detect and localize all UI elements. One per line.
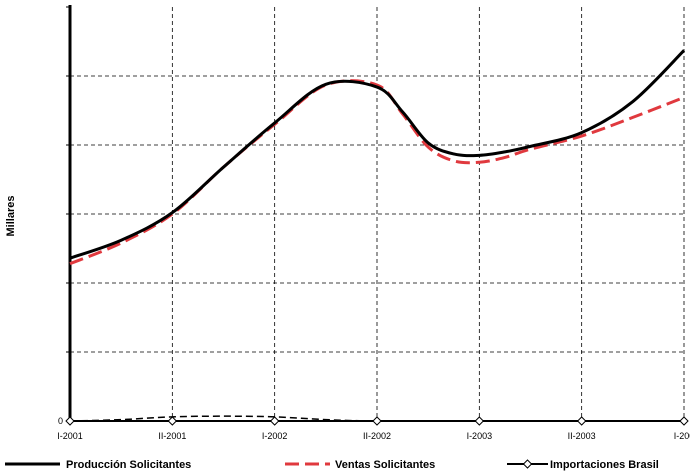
legend-item: Ventas Solicitantes <box>285 459 435 471</box>
legend-marker <box>522 459 533 469</box>
legend: Producción Solicitantes Ventas Solicitant… <box>5 459 659 471</box>
series-point <box>576 416 587 426</box>
series-producci-n-solicitantes <box>69 49 686 260</box>
series-point <box>167 416 178 426</box>
legend-item: Producción Solicitantes <box>5 459 191 471</box>
series-layer <box>65 49 689 426</box>
y-axis-ticks: 0 <box>58 6 70 426</box>
series-importaciones-brasil <box>65 416 689 426</box>
legend-item: Importaciones Brasil <box>507 459 659 471</box>
gridlines <box>70 7 685 421</box>
legend-label: Producción Solicitantes <box>66 459 191 471</box>
x-tick-label: I-2001 <box>57 431 83 441</box>
x-tick-label: I-2003 <box>467 431 493 441</box>
x-tick-label: I-2002 <box>262 431 288 441</box>
legend-label: Importaciones Brasil <box>550 459 659 471</box>
x-tick-label: I-200 <box>674 431 690 441</box>
y-axis-label: Millares <box>5 196 17 237</box>
x-tick-label: II-2001 <box>158 431 186 441</box>
series-line <box>69 49 686 260</box>
series-point <box>269 416 280 426</box>
series-point <box>474 416 485 426</box>
series-point <box>65 416 75 426</box>
x-tick-label: II-2003 <box>568 431 596 441</box>
x-tick-label: II-2002 <box>363 431 391 441</box>
x-axis-ticks: I-2001 II-2001 I-2002 II-2002 I-2003 II-2003 I… <box>57 431 690 441</box>
series-point <box>679 416 689 426</box>
y-tick-label: 0 <box>58 416 63 426</box>
series-point <box>372 416 382 426</box>
legend-label: Ventas Solicitantes <box>335 459 435 471</box>
